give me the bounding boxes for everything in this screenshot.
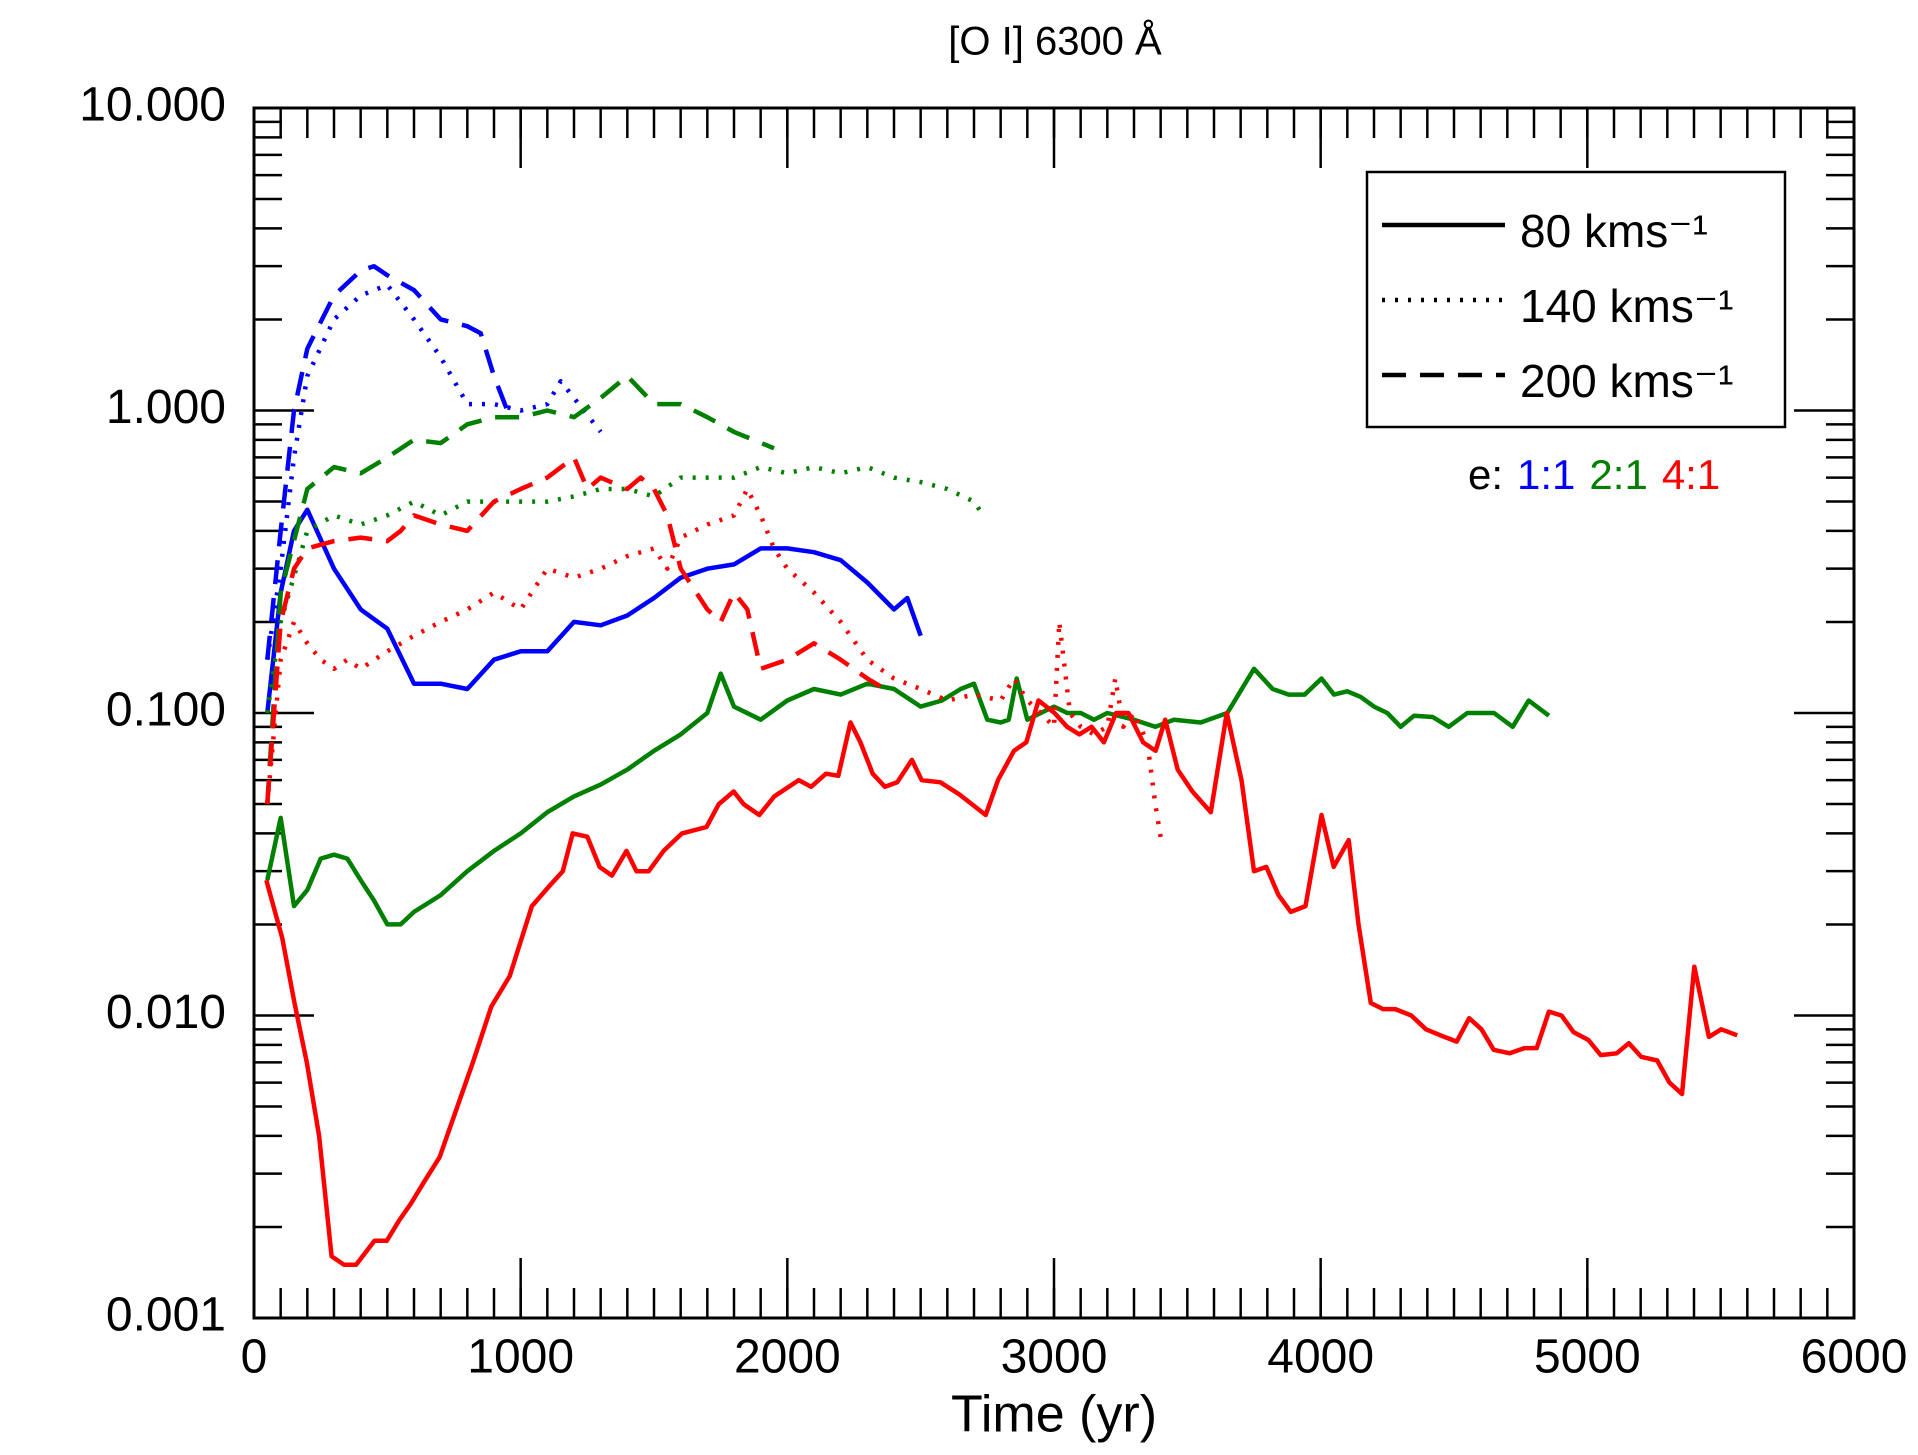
- x-tick-label: 3000: [1001, 1331, 1108, 1384]
- x-tick-label: 1000: [467, 1331, 574, 1384]
- series-line: [265, 455, 887, 805]
- y-tick-label: 10.000: [79, 79, 226, 132]
- x-tick-label: 6000: [1801, 1331, 1908, 1384]
- ratio-prefix: e:: [1468, 451, 1503, 498]
- x-tick-label: 2000: [734, 1331, 841, 1384]
- series-line: [265, 666, 1551, 927]
- legend-label: 140 kms⁻¹: [1520, 280, 1733, 332]
- ratio-label: 2:1: [1589, 451, 1647, 498]
- x-axis-title: Time (yr): [951, 1386, 1157, 1444]
- y-tick-label: 0.100: [106, 684, 226, 737]
- series-line: [265, 486, 1164, 844]
- legend-label: 200 kms⁻¹: [1520, 355, 1733, 407]
- series-line: [265, 507, 923, 714]
- series-line: [264, 698, 1738, 1267]
- x-tick-label: 4000: [1267, 1331, 1374, 1384]
- legend-label: 80 kms⁻¹: [1520, 205, 1708, 257]
- chart-title: [O I] 6300 Å: [948, 19, 1162, 64]
- ratio-label: 4:1: [1662, 451, 1720, 498]
- ratio-label: 1:1: [1517, 451, 1575, 498]
- series-line: [265, 263, 510, 660]
- y-tick-label: 0.001: [106, 1289, 226, 1342]
- y-tick-label: 0.010: [106, 986, 226, 1039]
- ratio-annotation: e: 1:1 2:1 4:1: [1468, 451, 1720, 498]
- plot-frame: [252, 106, 1856, 1320]
- series-line: [265, 373, 775, 805]
- y-tick-label: 1.000: [106, 381, 226, 434]
- series-line: [265, 282, 603, 661]
- x-tick-label: 0: [241, 1331, 268, 1384]
- x-tick-label: 5000: [1534, 1331, 1641, 1384]
